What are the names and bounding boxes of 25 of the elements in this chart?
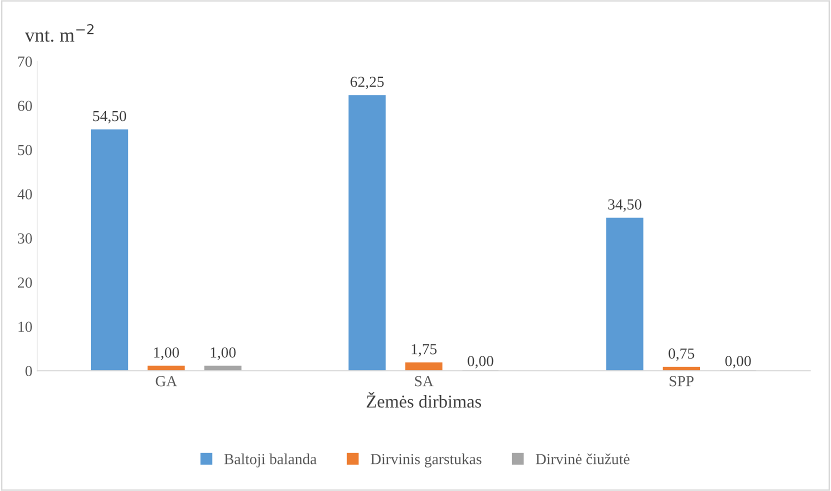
y-tick-label: 10 [18, 322, 32, 332]
legend-label: Dirvinė čiužutė [536, 454, 630, 464]
y-tick-label: 60 [18, 100, 32, 112]
data-label: 0,00 [468, 356, 494, 368]
x-axis-title: Žemės dirbimas [366, 392, 482, 408]
data-label: 34,50 [608, 199, 642, 212]
y-tick-label: 0 [25, 366, 32, 376]
x-tick-label: GA [156, 376, 178, 386]
data-label: 54,50 [93, 110, 126, 124]
legend-label: Baltoji balanda [224, 454, 317, 468]
y-tick-label: 70 [18, 56, 32, 67]
x-tick-label: SA [415, 376, 434, 386]
y-tick-label: 30 [18, 233, 32, 244]
y-tick-label: 40 [18, 189, 32, 200]
y-tick-label: 50 [18, 144, 32, 156]
data-label: 0,00 [725, 356, 751, 368]
data-label: 1,75 [412, 344, 437, 357]
legend-label: Dirvinis garstukas [370, 454, 482, 468]
y-axis-title: vnt. m$^{−2}$ [24, 24, 94, 42]
x-tick-label: SPP [670, 376, 694, 386]
y-tick-label: 20 [18, 277, 32, 288]
data-label: 62,25 [350, 76, 384, 90]
data-label: 0,75 [668, 348, 694, 361]
data-label: 1,00 [210, 347, 236, 360]
data-label: 1,00 [154, 347, 179, 360]
